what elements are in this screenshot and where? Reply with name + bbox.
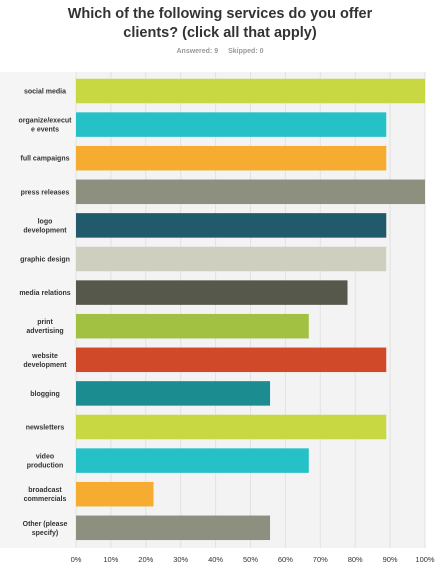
bar <box>76 78 425 104</box>
bar <box>76 179 425 205</box>
x-tick-label: 80% <box>348 555 363 564</box>
question-title: Which of the following services do you o… <box>0 5 440 43</box>
bar <box>76 448 309 473</box>
bars <box>76 78 425 541</box>
category-labels: social media organize/execut e events full … <box>19 89 73 537</box>
category-label: media relations <box>19 290 70 297</box>
skipped-count: Skipped: 0 <box>228 48 264 55</box>
x-tick-label: 40% <box>208 555 223 564</box>
bar <box>76 347 387 373</box>
category-label: full campaigns <box>20 156 69 163</box>
x-tick-label: 70% <box>313 555 328 564</box>
label-panel <box>0 72 76 548</box>
question-title-line-2: clients? (click all that apply) <box>123 25 317 41</box>
category-label: Other (please specify) <box>23 521 68 537</box>
category-label: social media <box>24 89 66 96</box>
category-label: blogging <box>30 391 60 398</box>
bar <box>76 213 387 238</box>
question-title-line-1: Which of the following services do you o… <box>67 6 373 22</box>
bar <box>76 414 387 440</box>
bar <box>76 246 387 272</box>
bar <box>76 515 271 541</box>
x-axis-ticks: 0% 10% 20% 30% 40% 50% 60% 70% 80% 90% 100% <box>71 555 435 564</box>
x-tick-label: 20% <box>138 555 153 564</box>
category-label: video production <box>27 454 64 470</box>
x-tick-label: 10% <box>103 555 118 564</box>
category-label: print advertising <box>26 319 63 335</box>
x-tick-label: 90% <box>383 555 398 564</box>
category-label: press releases <box>21 189 70 196</box>
category-label: website development <box>23 353 67 369</box>
bar <box>76 381 271 406</box>
category-label: organize/execut e events <box>19 118 73 134</box>
bar <box>76 112 387 137</box>
bar <box>76 313 309 339</box>
answered-count: Answered: 9 <box>176 48 219 55</box>
category-label: broadcast commercials <box>24 487 67 503</box>
x-tick-label: 0% <box>71 555 82 564</box>
x-tick-label: 30% <box>173 555 188 564</box>
bar <box>76 280 348 305</box>
category-label: logo development <box>23 218 67 234</box>
x-tick-label: 50% <box>243 555 258 564</box>
bar <box>76 481 154 507</box>
category-label: newsletters <box>26 425 65 432</box>
x-tick-label: 60% <box>278 555 293 564</box>
plot-background <box>0 72 425 548</box>
bar <box>76 145 387 171</box>
response-summary: Answered: 9 Skipped: 0 <box>0 48 440 55</box>
x-tick-label: 100% <box>415 555 435 564</box>
category-label: graphic design <box>20 257 70 264</box>
